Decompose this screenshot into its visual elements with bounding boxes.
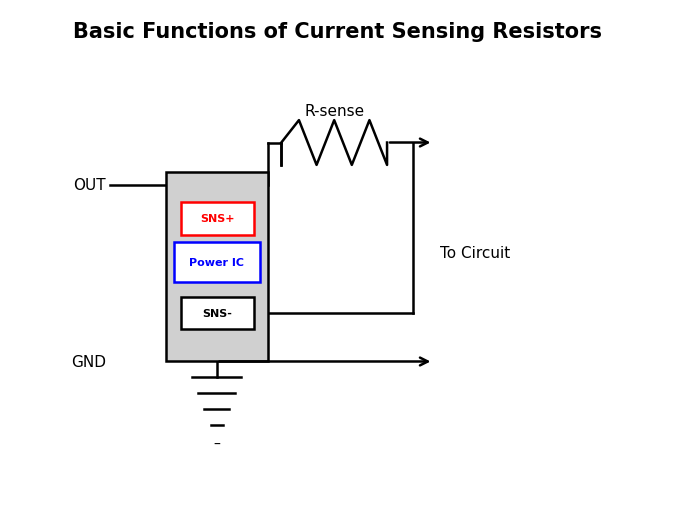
- Bar: [181, 203, 254, 235]
- Bar: [173, 242, 259, 282]
- Text: Power IC: Power IC: [189, 258, 244, 268]
- Text: To Circuit: To Circuit: [440, 245, 510, 260]
- Text: SNS+: SNS+: [200, 214, 234, 224]
- Text: OUT: OUT: [74, 178, 106, 193]
- Text: –: –: [213, 437, 220, 451]
- Bar: [165, 173, 268, 362]
- Text: SNS-: SNS-: [202, 309, 232, 318]
- Text: Basic Functions of Current Sensing Resistors: Basic Functions of Current Sensing Resis…: [73, 22, 602, 41]
- Bar: [181, 297, 254, 329]
- Text: GND: GND: [72, 355, 106, 369]
- Text: R-sense: R-sense: [304, 104, 364, 118]
